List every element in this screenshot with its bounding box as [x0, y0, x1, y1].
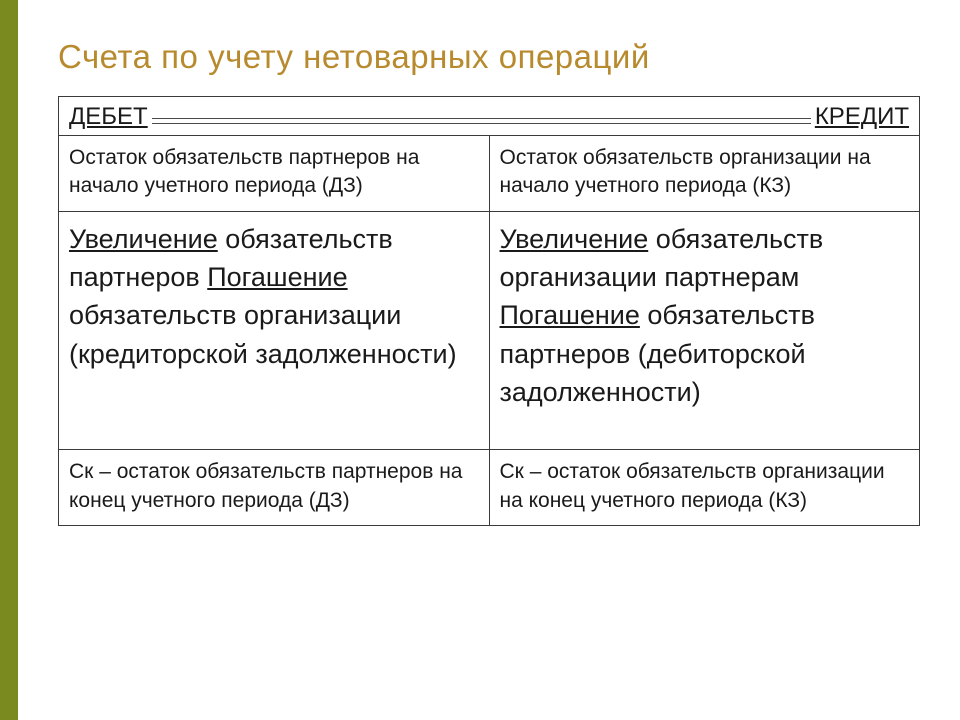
table-row: Ск – остаток обязательств партнеров на к…	[59, 450, 920, 526]
cell-debit-opening: Остаток обязательств партнеров на начало…	[59, 136, 490, 212]
word-increase: Увеличение	[69, 224, 218, 254]
cell-debit-closing: Ск – остаток обязательств партнеров на к…	[59, 450, 490, 526]
word-increase: Увеличение	[500, 224, 649, 254]
cell-debit-movement: Увеличение обязательств партнеров Погаше…	[59, 211, 490, 450]
table-header-row: ДЕБЕТ КРЕДИТ	[59, 97, 920, 136]
slide: Счета по учету нетоварных операций ДЕБЕТ…	[18, 0, 960, 720]
cell-credit-opening: Остаток обязательств организации на нача…	[489, 136, 920, 212]
header-credit: КРЕДИТ	[815, 103, 909, 131]
page-title: Счета по учету нетоварных операций	[58, 38, 920, 76]
cell-credit-movement: Увеличение обязательств организации парт…	[489, 211, 920, 450]
accounts-table: ДЕБЕТ КРЕДИТ Остаток обязательств партне…	[58, 96, 920, 526]
header-debit: ДЕБЕТ	[69, 103, 148, 131]
table-row: Остаток обязательств партнеров на начало…	[59, 136, 920, 212]
header-rule	[152, 108, 811, 124]
table-header: ДЕБЕТ КРЕДИТ	[59, 97, 920, 136]
word-repayment: Погашение	[207, 262, 347, 292]
word-repayment: Погашение	[500, 300, 640, 330]
table-row: Увеличение обязательств партнеров Погаше…	[59, 211, 920, 450]
accent-bar	[0, 0, 18, 720]
text: обязательств организации (кредиторской з…	[69, 300, 457, 368]
cell-credit-closing: Ск – остаток обязательств организации на…	[489, 450, 920, 526]
